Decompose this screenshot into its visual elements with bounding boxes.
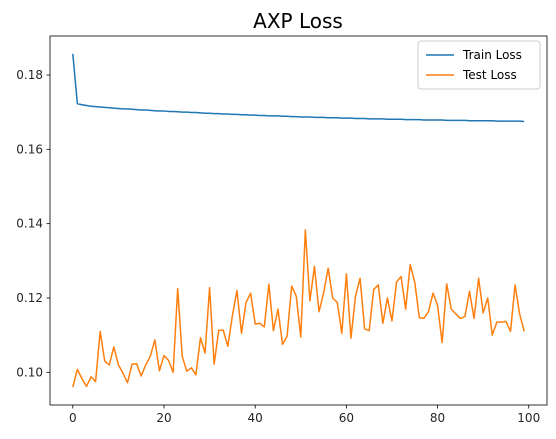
x-tick-label: 100	[517, 411, 540, 425]
legend-box	[417, 40, 541, 90]
chart-title: AXP Loss	[253, 9, 343, 33]
x-tick-label: 0	[69, 411, 77, 425]
x-tick-label: 80	[430, 411, 445, 425]
plot-layer	[72, 53, 525, 388]
legend-label-train-loss: Train Loss	[462, 48, 522, 62]
plot-frame	[49, 35, 548, 406]
x-tick-label: 60	[339, 411, 354, 425]
legend-label-test-loss: Test Loss	[462, 68, 517, 82]
y-tick-label: 0.10	[16, 365, 43, 379]
series-line-train-loss	[72, 53, 525, 123]
x-tick-label: 40	[248, 411, 263, 425]
y-tick-label: 0.12	[16, 291, 43, 305]
y-tick-label: 0.16	[16, 142, 43, 156]
legend: Train Loss Test Loss	[417, 40, 541, 90]
y-tick-label: 0.14	[16, 217, 43, 231]
y-tick-label: 0.18	[16, 68, 43, 82]
axes-layer: 0 20 40 60 80 100 0.10 0.12 0.14 0.16 0.18	[16, 35, 548, 425]
x-tick-label: 20	[156, 411, 171, 425]
series-line-test-loss	[72, 229, 525, 388]
